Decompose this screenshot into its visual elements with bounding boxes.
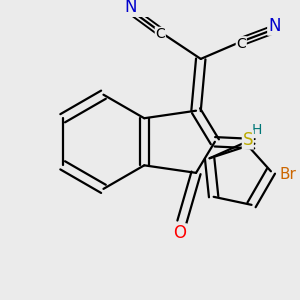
Text: Br: Br bbox=[279, 167, 296, 182]
Text: C: C bbox=[236, 37, 246, 51]
Text: C: C bbox=[155, 27, 165, 41]
Text: S: S bbox=[243, 131, 253, 149]
Text: O: O bbox=[173, 224, 187, 242]
Text: H: H bbox=[251, 124, 262, 137]
Text: N: N bbox=[268, 17, 280, 35]
Text: N: N bbox=[125, 0, 137, 16]
